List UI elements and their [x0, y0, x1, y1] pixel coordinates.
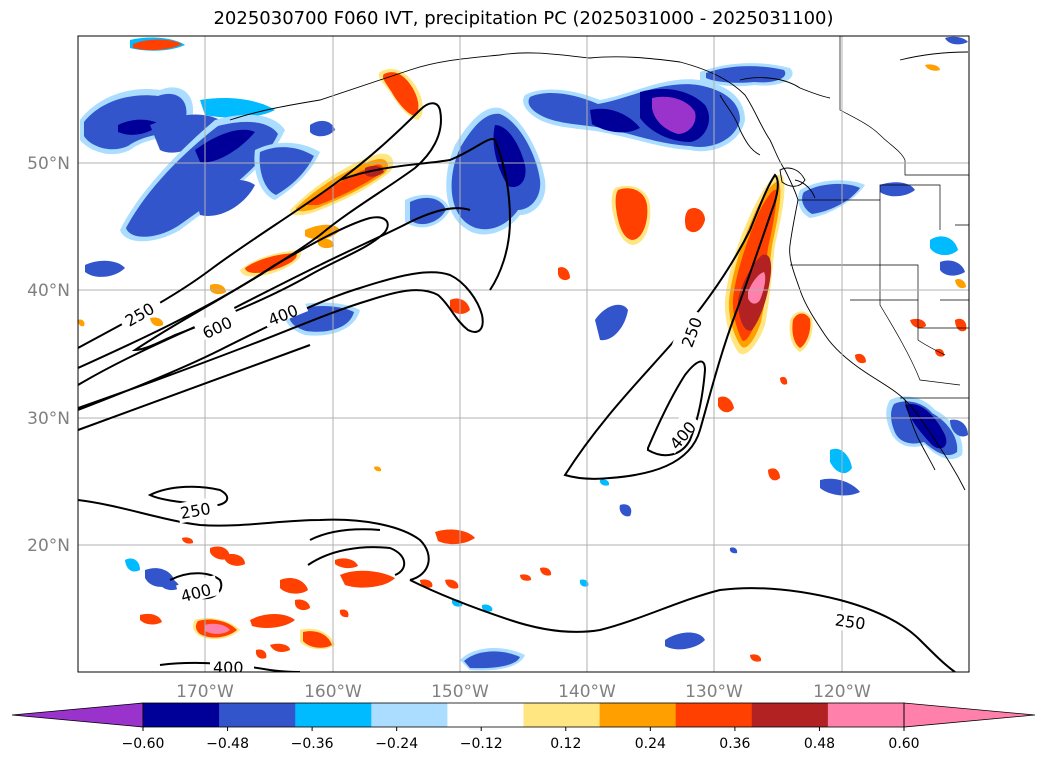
lon-label: 120°W — [813, 682, 871, 702]
colorbar-segment — [599, 703, 677, 727]
colorbar-tick-label: −0.24 — [375, 736, 418, 752]
lat-label: 50°N — [27, 154, 70, 174]
colorbar-segment — [295, 703, 372, 727]
colorbar-tick-label: −0.12 — [460, 736, 503, 752]
gridlines — [78, 36, 969, 672]
colorbar-tick-label: −0.36 — [291, 736, 334, 752]
colorbar-segment — [751, 703, 829, 727]
colorbar-tick-label: 0.48 — [804, 736, 835, 752]
colorbar-tick-label: 0.12 — [550, 736, 581, 752]
map-layers: 250 600 400 250 400 250 400 250 400 — [78, 36, 969, 677]
colorbar-segment — [447, 703, 524, 727]
map-frame — [77, 35, 970, 673]
colorbar-tick-label: 0.60 — [888, 736, 919, 752]
colorbar-max-arrow — [903, 702, 1036, 728]
lon-label: 150°W — [431, 682, 489, 702]
ivt-contours — [78, 102, 956, 672]
colorbar-ticks: −0.60 −0.48 −0.36 −0.24 −0.12 0.12 0.24 0.36 0.4… — [122, 727, 920, 752]
colorbar-tick-label: 0.36 — [719, 736, 750, 752]
colorbar-segments — [143, 703, 905, 727]
colorbar-tick-label: −0.48 — [206, 736, 249, 752]
colorbar-segment — [675, 703, 753, 727]
colorbar-segment — [219, 703, 296, 727]
map-title: 2025030700 F060 IVT, precipitation PC (2… — [213, 8, 834, 29]
colorbar: −0.60 −0.48 −0.36 −0.24 −0.12 0.12 0.24 0.36 0.4… — [11, 702, 1036, 752]
colorbar-segment — [523, 703, 601, 727]
colorbar-segment — [371, 703, 448, 727]
lat-label: 20°N — [27, 536, 70, 556]
contour-label: 400 — [213, 658, 244, 677]
colorbar-min-arrow — [11, 702, 144, 728]
colorbar-tick-label: 0.24 — [635, 736, 666, 752]
coastlines — [229, 51, 969, 491]
lon-label: 130°W — [685, 682, 743, 702]
colorbar-segment — [827, 703, 905, 727]
lat-label: 40°N — [27, 281, 70, 301]
lon-label: 140°W — [558, 682, 616, 702]
colorbar-tick-label: −0.60 — [122, 736, 165, 752]
lat-label: 30°N — [27, 409, 70, 429]
lon-label: 170°W — [176, 682, 234, 702]
contour-label: 250 — [834, 610, 867, 633]
state-borders — [790, 36, 969, 399]
lon-label: 160°W — [304, 682, 362, 702]
colorbar-outline — [142, 702, 905, 728]
colorbar-segment — [143, 703, 220, 727]
